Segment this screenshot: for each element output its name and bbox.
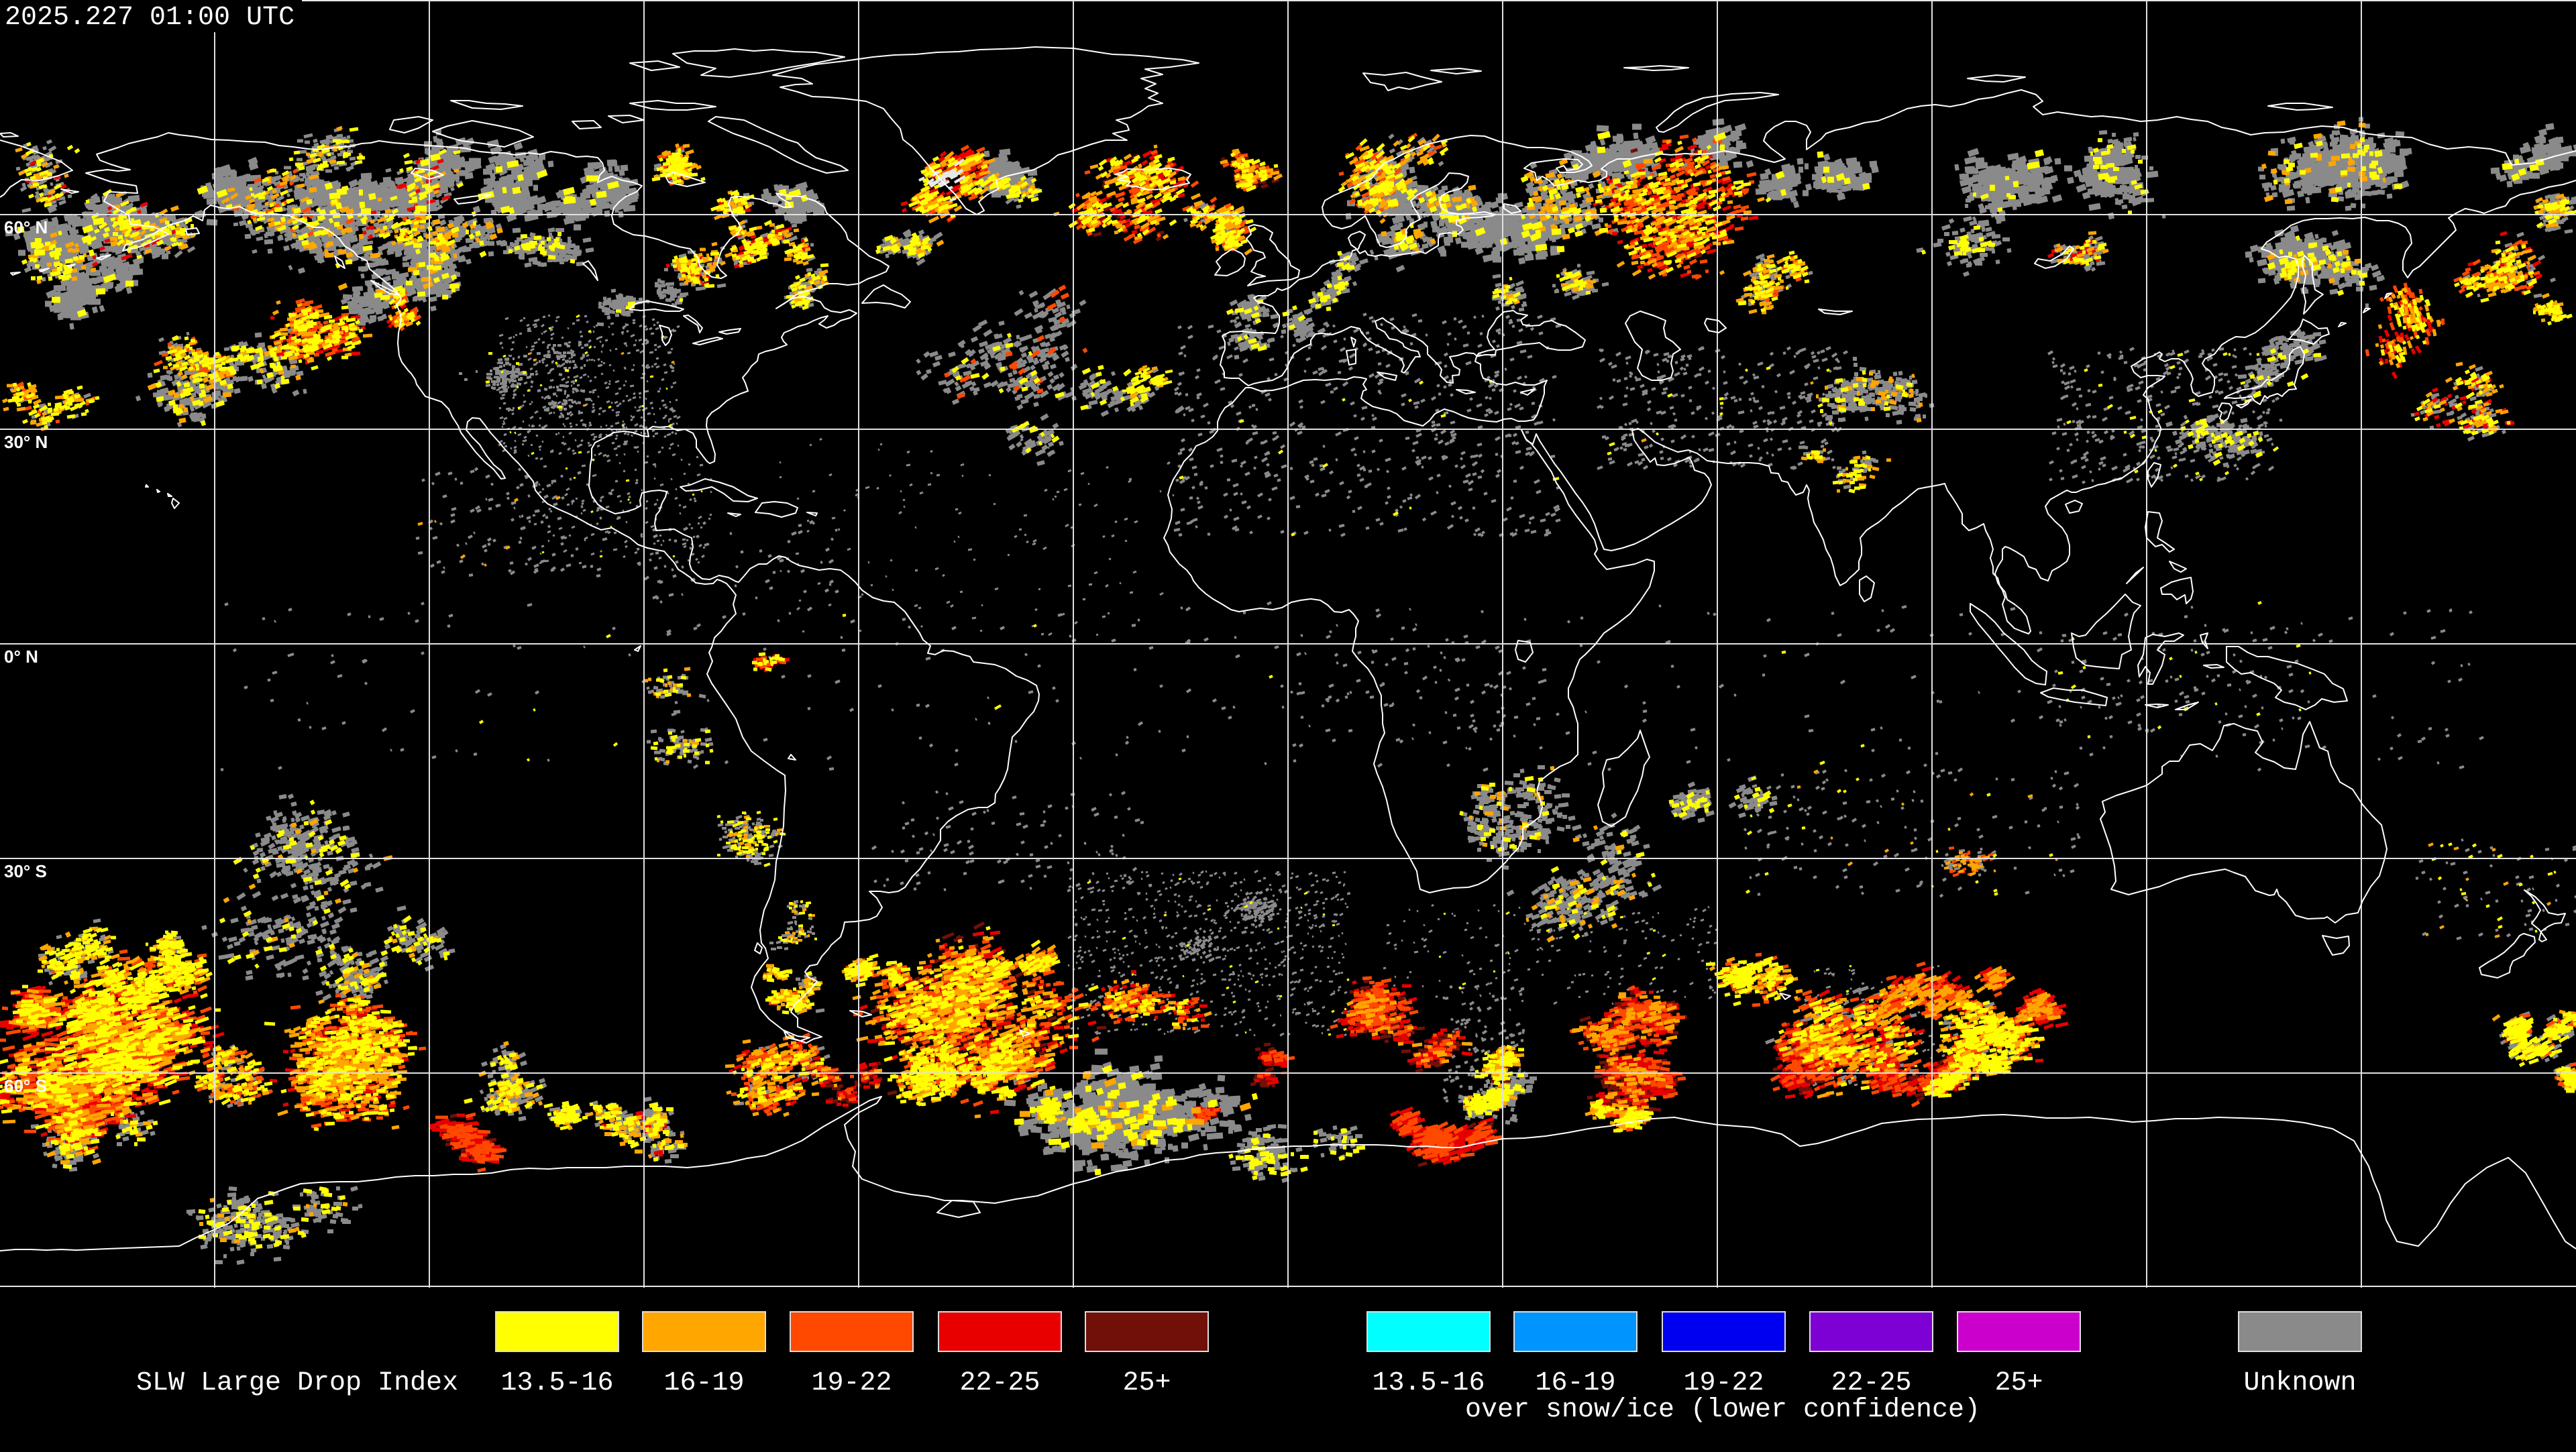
- svg-text:19-22: 19-22: [1683, 1368, 1764, 1398]
- svg-text:25+: 25+: [1122, 1368, 1171, 1398]
- svg-text:16-19: 16-19: [663, 1368, 744, 1398]
- svg-text:30° N: 30° N: [4, 432, 48, 452]
- svg-text:60° N: 60° N: [4, 217, 48, 237]
- svg-text:30° S: 30° S: [4, 861, 47, 881]
- svg-text:2025.227 01:00 UTC: 2025.227 01:00 UTC: [5, 3, 294, 33]
- svg-text:19-22: 19-22: [811, 1368, 892, 1398]
- svg-text:13.5-16: 13.5-16: [500, 1368, 613, 1398]
- svg-text:16-19: 16-19: [1535, 1368, 1615, 1398]
- svg-text:22-25: 22-25: [1831, 1368, 1911, 1398]
- svg-text:Unknown: Unknown: [2243, 1368, 2356, 1398]
- svg-text:SLW Large Drop Index: SLW Large Drop Index: [136, 1368, 458, 1398]
- svg-text:22-25: 22-25: [959, 1368, 1040, 1398]
- svg-text:over snow/ice (lower confidenc: over snow/ice (lower confidence): [1465, 1395, 1980, 1425]
- svg-text:25+: 25+: [1994, 1368, 2043, 1398]
- svg-text:0° N: 0° N: [4, 647, 38, 667]
- svg-text:13.5-16: 13.5-16: [1372, 1368, 1485, 1398]
- svg-text:60° S: 60° S: [4, 1076, 47, 1096]
